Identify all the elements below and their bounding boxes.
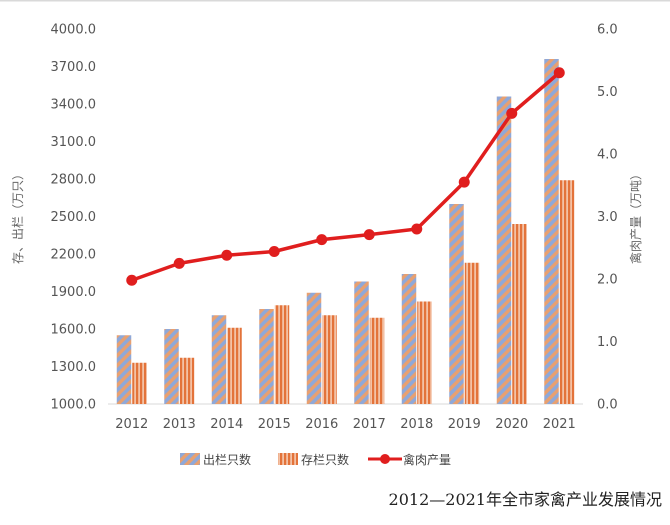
bar-outflow bbox=[449, 204, 464, 404]
bar-stock bbox=[464, 262, 480, 404]
x-tick-label: 2017 bbox=[353, 417, 386, 432]
right-tick-label: 4.0 bbox=[597, 148, 618, 163]
meat-output-point bbox=[268, 246, 280, 257]
meat-output-point bbox=[553, 67, 565, 79]
x-tick-label: 2012 bbox=[115, 417, 148, 432]
bars-layer bbox=[116, 59, 575, 404]
left-tick-label: 1300.0 bbox=[51, 360, 97, 375]
right-tick-label: 5.0 bbox=[597, 85, 618, 100]
legend-label-outflow: 出栏只数 bbox=[203, 452, 251, 467]
legend-swatch-stock bbox=[278, 453, 298, 465]
chart-caption: 2012—2021年全市家禽产业发展情况 bbox=[389, 490, 662, 509]
bar-outflow bbox=[164, 329, 179, 404]
left-tick-label: 2200.0 bbox=[51, 248, 97, 263]
right-axis-title: 禽肉产量（万吨） bbox=[628, 168, 643, 264]
bar-outflow bbox=[306, 292, 322, 404]
right-axis: 0.0 1.0 2.0 3.0 4.0 5.0 6.0 bbox=[597, 23, 618, 413]
left-tick-label: 4000.0 bbox=[51, 23, 97, 38]
bar-outflow bbox=[496, 96, 512, 404]
bar-stock bbox=[559, 180, 575, 404]
bar-outflow bbox=[401, 274, 417, 404]
x-tick-label: 2020 bbox=[495, 417, 528, 432]
meat-output-point bbox=[458, 176, 470, 188]
bar-outflow bbox=[544, 59, 559, 404]
bar-stock bbox=[512, 224, 527, 404]
x-tick-label: 2021 bbox=[543, 417, 576, 432]
right-tick-label: 6.0 bbox=[597, 23, 618, 38]
x-tick-label: 2019 bbox=[448, 417, 481, 432]
legend-label-meat: 禽肉产量 bbox=[403, 452, 451, 467]
left-tick-label: 3100.0 bbox=[51, 135, 97, 150]
bar-outflow bbox=[354, 281, 369, 404]
meat-output-point bbox=[221, 249, 233, 261]
meat-output-point bbox=[316, 234, 328, 246]
x-tick-label: 2016 bbox=[305, 417, 338, 432]
bar-stock bbox=[179, 357, 195, 404]
left-tick-label: 3700.0 bbox=[51, 60, 97, 75]
bar-outflow bbox=[116, 335, 132, 404]
left-axis: 1000.0 1300.0 1600.0 1900.0 2200.0 2500.0 2800… bbox=[51, 23, 97, 413]
bar-outflow bbox=[211, 315, 227, 404]
meat-output-line bbox=[131, 71, 561, 282]
meat-output-point bbox=[411, 223, 423, 235]
line-layer bbox=[126, 67, 565, 286]
bar-stock bbox=[322, 315, 337, 404]
left-tick-label: 3400.0 bbox=[51, 98, 97, 113]
legend-marker-meat bbox=[380, 454, 390, 464]
bar-stock bbox=[369, 317, 385, 404]
frame-top-border bbox=[0, 0, 670, 2]
legend-swatch-outflow bbox=[180, 453, 200, 465]
x-tick-label: 2018 bbox=[400, 417, 433, 432]
right-tick-label: 2.0 bbox=[597, 273, 618, 288]
bar-stock bbox=[227, 327, 242, 404]
left-tick-label: 2800.0 bbox=[51, 173, 97, 188]
left-axis-title: 存、出栏（万只） bbox=[10, 168, 25, 264]
left-tick-label: 1900.0 bbox=[51, 285, 97, 300]
x-tick-label: 2014 bbox=[210, 417, 243, 432]
bar-outflow bbox=[259, 309, 274, 404]
left-tick-label: 2500.0 bbox=[51, 210, 97, 225]
meat-output-point bbox=[126, 274, 138, 286]
bar-stock bbox=[274, 305, 290, 404]
bar-stock bbox=[417, 301, 432, 404]
right-tick-label: 0.0 bbox=[597, 398, 618, 413]
legend: 出栏只数 存栏只数 禽肉产量 bbox=[180, 452, 451, 467]
x-tick-label: 2015 bbox=[258, 417, 291, 432]
meat-output-point bbox=[506, 107, 518, 119]
meat-output-point bbox=[363, 229, 375, 241]
x-tick-label: 2013 bbox=[163, 417, 196, 432]
right-tick-label: 1.0 bbox=[597, 335, 618, 350]
meat-output-point bbox=[173, 257, 185, 269]
left-tick-label: 1000.0 bbox=[51, 398, 97, 413]
legend-label-stock: 存栏只数 bbox=[301, 452, 349, 467]
left-tick-label: 1600.0 bbox=[51, 323, 97, 338]
x-axis: 2012 2013 2014 2015 2016 2017 2018 2019 2020 2021 bbox=[115, 417, 576, 432]
right-tick-label: 3.0 bbox=[597, 210, 618, 225]
bar-stock bbox=[132, 362, 147, 404]
